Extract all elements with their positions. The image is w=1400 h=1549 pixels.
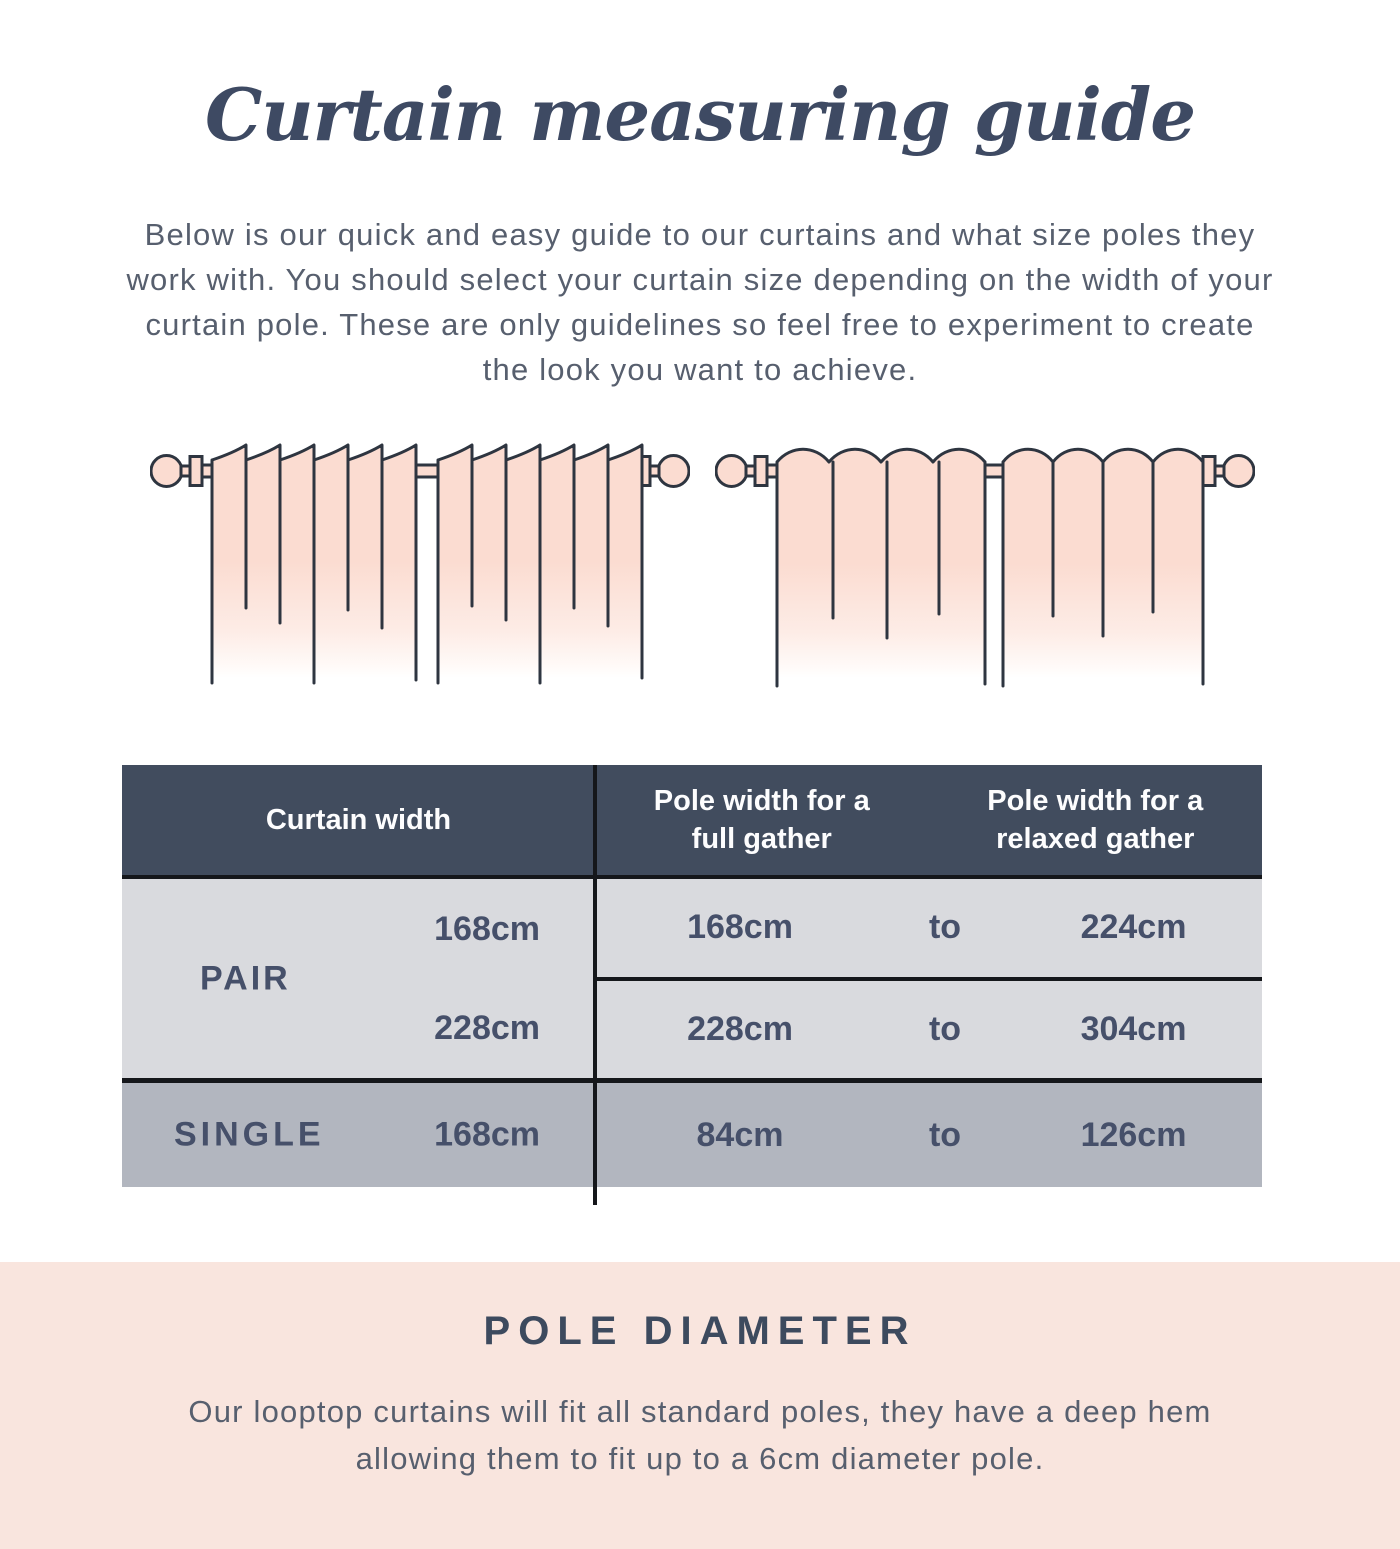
pair-pole-range-1: 168cm to 224cm [595, 879, 1262, 981]
pair-pole-range-2: 228cm to 304cm [687, 1009, 1187, 1048]
full-gather-curtain-icon [150, 443, 690, 685]
table-header-row: Curtain width Pole width for a full gath… [122, 765, 1262, 875]
intro-line: Below is our quick and easy guide to our… [144, 217, 1256, 252]
pole-diameter-heading: POLE DIAMETER [483, 1309, 917, 1353]
table-row-pair: PAIR 168cm 228cm 168cm to 224cm 228cm to… [122, 875, 1262, 1078]
table-row-single: SINGLE 168cm 84cm to 126cm [122, 1078, 1262, 1187]
curtain-panel [777, 449, 985, 678]
relaxed-gather-curtain-icon [715, 447, 1255, 688]
curtain-folds [210, 444, 418, 685]
curtain-illustrations [150, 438, 1255, 708]
header-pole-width-relaxed: Pole width for a relaxed gather [987, 785, 1204, 855]
pole-diameter-line: allowing them to fit up to a 6cm diamete… [355, 1441, 1045, 1476]
pole-diameter-section: POLE DIAMETER Our looptop curtains will … [0, 1262, 1400, 1549]
intro-line: work with. You should select your curtai… [126, 262, 1274, 297]
pair-curtain-width-1: 168cm [434, 909, 540, 948]
curtain-size-table: Curtain width Pole width for a full gath… [122, 765, 1262, 1205]
curtain-folds [775, 460, 987, 688]
pair-label: PAIR [200, 959, 291, 997]
header-curtain-width: Curtain width [265, 804, 452, 836]
curtain-folds [436, 444, 644, 685]
single-pole-range: 84cm to 126cm [696, 1115, 1187, 1154]
pole-diameter-line: Our looptop curtains will fit all standa… [188, 1394, 1212, 1429]
table-vertical-divider [593, 765, 597, 1205]
curtain-folds [1001, 460, 1205, 688]
single-curtain-width: 168cm [434, 1115, 540, 1154]
pair-curtain-width-2: 228cm [434, 1008, 540, 1047]
intro-text: Below is our quick and easy guide to our… [40, 212, 1360, 392]
header-pole-width-full: Pole width for a full gather [653, 785, 870, 855]
page-title: Curtain measuring guide [204, 72, 1196, 157]
intro-line: the look you want to achieve. [482, 352, 918, 387]
single-label: SINGLE [174, 1115, 325, 1154]
intro-line: curtain pole. These are only guidelines … [145, 307, 1255, 342]
pole-diameter-text: Our looptop curtains will fit all standa… [0, 1388, 1400, 1482]
